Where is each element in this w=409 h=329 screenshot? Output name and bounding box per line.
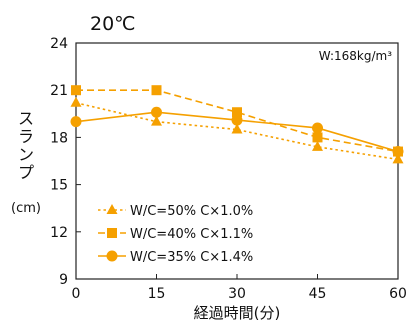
legend-label: W/C=40% C×1.1% <box>130 227 253 242</box>
y-axis-label: スランプ <box>18 109 34 182</box>
x-tick-label: 60 <box>389 286 407 302</box>
data-point-circle <box>392 146 404 158</box>
data-point-triangle <box>151 115 162 126</box>
legend-swatch-marker <box>106 250 118 262</box>
data-point-circle <box>231 114 243 126</box>
data-point-square <box>312 132 323 143</box>
data-point-circle <box>312 122 323 134</box>
data-point-circle <box>70 116 82 128</box>
y-tick-label: 15 <box>50 178 68 194</box>
data-point-triangle <box>231 123 243 134</box>
x-tick-label: 15 <box>148 286 166 302</box>
series-line-square <box>76 89 399 153</box>
y-axis-label-unit: (cm) <box>11 201 41 216</box>
legend-item: W/C=50% C×1.0% <box>98 204 253 219</box>
legend-label: W/C=50% C×1.0% <box>130 204 253 219</box>
legend-label: W/C=35% C×1.4% <box>130 250 253 265</box>
data-point-square <box>71 85 81 96</box>
plot-frame <box>75 42 399 280</box>
legend-item: W/C=35% C×1.4% <box>98 250 253 265</box>
x-axis-label: 経過時間(分) <box>194 304 281 322</box>
data-point-triangle <box>392 153 404 164</box>
y-tick-label: 21 <box>50 83 68 99</box>
data-point-circle <box>151 106 162 118</box>
y-tick-label: 9 <box>59 272 68 288</box>
x-tick-label: 45 <box>309 286 327 302</box>
chart-annotation: W:168kg/m³ <box>319 49 392 63</box>
data-point-triangle <box>312 140 323 151</box>
chart-title: 20℃ <box>90 13 136 35</box>
y-tick-label: 24 <box>50 36 68 52</box>
y-tick-label: 18 <box>50 130 68 146</box>
x-tick-label: 0 <box>72 286 81 302</box>
data-point-square <box>151 85 162 96</box>
data-point-triangle <box>70 96 82 107</box>
x-tick-label: 30 <box>228 286 246 302</box>
legend-swatch-marker <box>107 228 117 238</box>
data-point-square <box>232 107 242 118</box>
legend-swatch-marker <box>106 204 118 214</box>
legend-item: W/C=40% C×1.1% <box>98 227 253 242</box>
y-tick-label: 12 <box>50 225 68 241</box>
